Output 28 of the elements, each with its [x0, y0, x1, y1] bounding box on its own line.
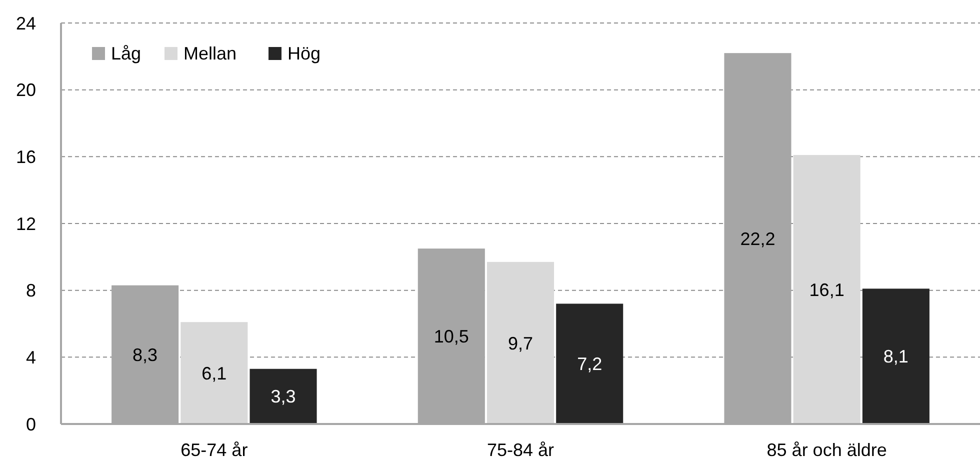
- y-tick-label: 0: [26, 414, 36, 434]
- bar: [556, 304, 624, 424]
- legend-label: Hög: [288, 43, 321, 64]
- x-tick-label: 75-84 år: [486, 440, 554, 460]
- bar: [250, 368, 317, 424]
- legend-label: Låg: [111, 43, 142, 64]
- y-tick-label: 24: [16, 13, 36, 34]
- x-tick-label: 85 år och äldre: [766, 440, 887, 460]
- x-tick-label: 65-74 år: [180, 440, 248, 460]
- y-tick-label: 4: [26, 347, 36, 368]
- data-label: 8,3: [132, 344, 158, 365]
- legend-label: Mellan: [184, 43, 237, 64]
- y-tick-label: 8: [26, 280, 36, 301]
- data-label: 16,1: [809, 280, 844, 300]
- y-tick-label: 16: [16, 146, 36, 167]
- bar: [486, 262, 554, 424]
- data-label: 6,1: [202, 363, 227, 384]
- data-label: 9,7: [508, 333, 534, 354]
- data-label: 8,1: [883, 346, 908, 367]
- data-label: 3,3: [270, 386, 296, 407]
- data-label: 22,2: [740, 228, 776, 249]
- bar: [793, 154, 860, 424]
- data-label: 7,2: [577, 354, 602, 374]
- data-label: 10,5: [434, 326, 469, 347]
- bar: [862, 288, 930, 424]
- y-tick-label: 12: [16, 214, 36, 234]
- y-tick-label: 20: [16, 80, 36, 100]
- bar: [180, 322, 248, 424]
